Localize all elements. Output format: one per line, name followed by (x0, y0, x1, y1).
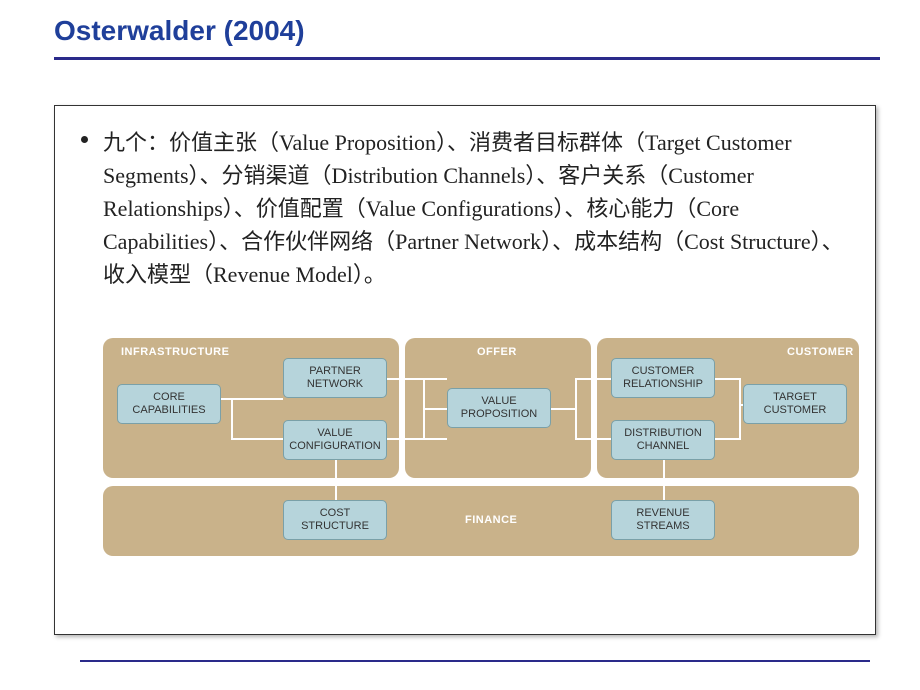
slide-header: Osterwalder (2004) (54, 15, 880, 60)
connector-3 (387, 378, 447, 380)
connector-11 (715, 378, 741, 380)
bullet-content: 九个：价值主张（Value Proposition）、消费者目标群体（Targe… (103, 130, 844, 287)
connector-2 (231, 438, 283, 440)
node-distribution-channel: DISTRIBUTIONCHANNEL (611, 420, 715, 460)
content-box: 九个：价值主张（Value Proposition）、消费者目标群体（Targe… (54, 105, 876, 635)
sector-label-customer: CUSTOMER (787, 346, 854, 358)
sector-label-infrastructure: INFRASTRUCTURE (121, 346, 229, 358)
node-customer-relationship: CUSTOMERRELATIONSHIP (611, 358, 715, 398)
connector-9 (575, 378, 611, 380)
sector-label-finance: FINANCE (465, 514, 517, 526)
node-value-proposition: VALUEPROPOSITION (447, 388, 551, 428)
node-target-customer: TARGETCUSTOMER (743, 384, 847, 424)
bullet-icon (81, 136, 88, 143)
connector-7 (551, 408, 575, 410)
node-revenue-streams: REVENUESTREAMS (611, 500, 715, 540)
slide-title: Osterwalder (2004) (54, 15, 880, 57)
connector-16 (663, 460, 665, 500)
connector-8 (575, 378, 577, 440)
footer-underline (80, 660, 870, 662)
title-underline (54, 57, 880, 60)
connector-4 (387, 438, 447, 440)
bullet-text-block: 九个：价值主张（Value Proposition）、消费者目标群体（Targe… (103, 126, 845, 291)
node-core-capabilities: CORECAPABILITIES (117, 384, 221, 424)
connector-6 (423, 408, 447, 410)
connector-15 (335, 460, 337, 500)
node-cost-structure: COSTSTRUCTURE (283, 500, 387, 540)
connector-13 (739, 378, 741, 440)
business-model-diagram: INFRASTRUCTURE OFFER CUSTOMER FINANCE CORECA… (103, 338, 859, 598)
connector-10 (575, 438, 611, 440)
node-partner-network: PARTNERNETWORK (283, 358, 387, 398)
connector-1 (231, 398, 233, 440)
connector-12 (715, 438, 741, 440)
sector-label-offer: OFFER (477, 346, 517, 358)
node-value-configuration: VALUECONFIGURATION (283, 420, 387, 460)
